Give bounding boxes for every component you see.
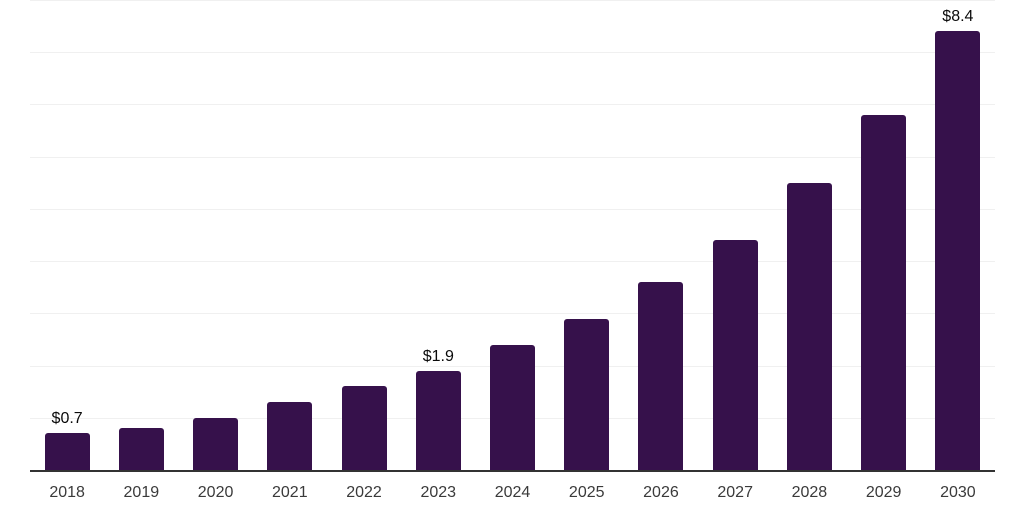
x-axis-tick-labels: 2018 2019 2020 2021 2022 2023 2024 2025 2026 2027… [30,484,995,504]
x-tick-label-2028: 2028 [791,484,828,501]
bar-value-label-2030: $8.4 [942,8,974,26]
bar-2021 [267,402,313,470]
x-tick-label-2024: 2024 [494,484,531,501]
gridline [30,208,995,210]
gridline [30,0,995,1]
bar-2023 [415,370,461,470]
x-tick-label-2026: 2026 [643,484,679,501]
bar-2019 [118,428,164,470]
gridline [30,313,995,315]
x-tick-label-2018: 2018 [49,484,85,501]
bar-2026 [638,282,684,470]
x-axis-line [30,470,995,472]
x-tick-label-2020: 2020 [197,484,234,501]
x-tick-label-2023: 2023 [420,484,457,501]
x-tick-label-2022: 2022 [346,484,382,501]
gridline [30,52,995,54]
x-tick-label-2027: 2027 [717,484,753,501]
plot-area: $0.7 $1.9 $8.4 [30,0,995,472]
bar-2018 [44,433,90,470]
bar-2028 [786,182,832,470]
bar-2030 [935,31,981,470]
bar-2020 [193,417,239,470]
bar-2024 [490,344,535,470]
bar-2025 [564,318,610,470]
x-tick-label-2025: 2025 [568,484,605,501]
bar-value-label-2023: $1.9 [422,347,454,365]
x-tick-label-2030: 2030 [940,484,976,501]
x-tick-label-2021: 2021 [272,484,308,501]
x-tick-label-2029: 2029 [865,484,902,501]
x-tick-label-2019: 2019 [123,484,160,501]
bar-2029 [861,114,907,470]
bar-value-label-2018: $0.7 [51,410,83,428]
gridline [30,104,995,106]
gridline [30,156,995,158]
bar-2022 [341,386,387,470]
bar-2027 [712,240,758,470]
gridline [30,261,995,263]
